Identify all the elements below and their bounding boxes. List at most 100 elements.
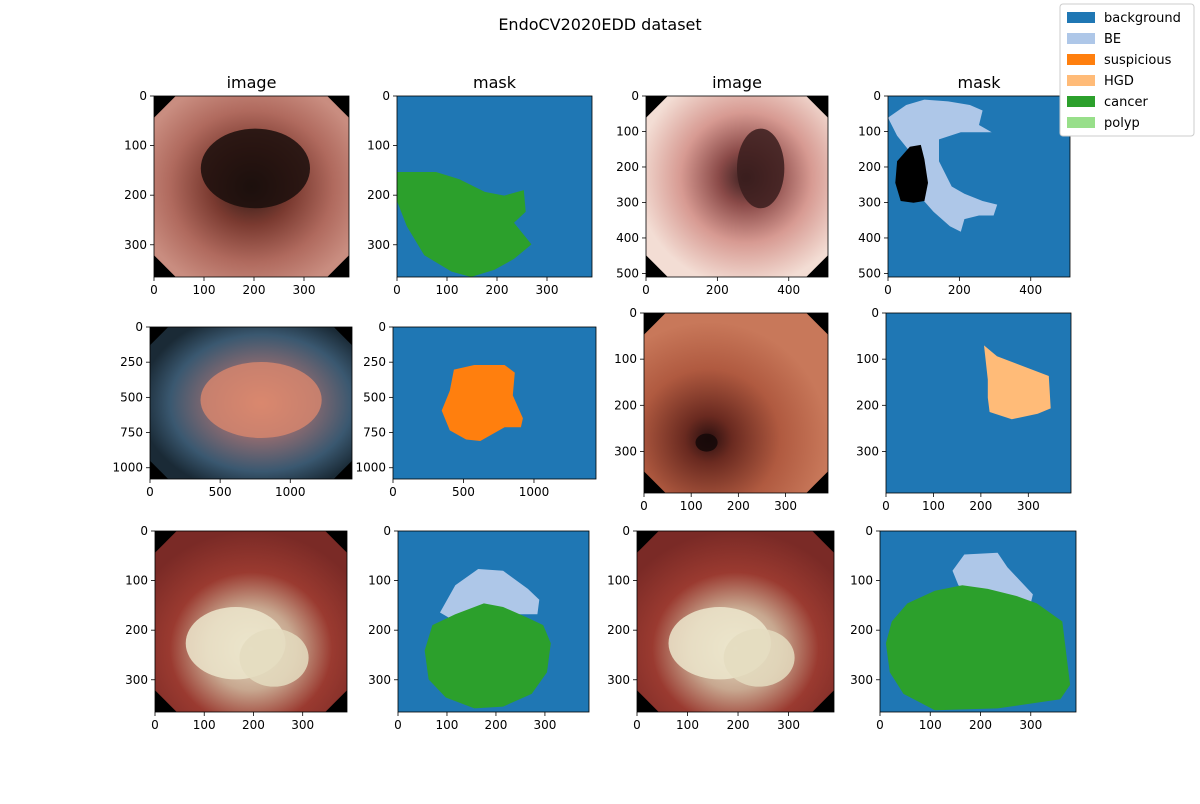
mask-region-be: [888, 99, 998, 232]
image-panel: 0 100 200 300 0 100 200 300: [614, 306, 829, 513]
axes-frame: [885, 312, 1072, 494]
y-tick-label: 200: [368, 623, 391, 637]
y-tick-label: 250: [120, 355, 143, 369]
axes-frame: [879, 530, 1077, 713]
subplot-title: mask: [473, 73, 517, 92]
y-tick-label: 100: [614, 352, 637, 366]
legend-swatch: [1067, 54, 1095, 65]
y-tick-label: 0: [139, 89, 147, 103]
y-tick-label: 1000: [112, 461, 143, 475]
legend-label: suspicious: [1104, 53, 1172, 68]
y-tick-label: 400: [858, 231, 881, 245]
y-tick-label: 100: [850, 574, 873, 588]
axes-frame: [645, 95, 829, 278]
x-tick-label: 100: [193, 283, 216, 297]
y-tick-label: 100: [124, 139, 147, 153]
x-tick-label: 200: [969, 499, 992, 513]
y-tick-label: 200: [616, 160, 639, 174]
x-tick-label: 100: [680, 499, 703, 513]
y-tick-label: 100: [616, 124, 639, 138]
y-tick-label: 500: [616, 266, 639, 280]
y-tick-label: 100: [607, 574, 630, 588]
legend-swatch: [1067, 96, 1095, 107]
x-tick-label: 0: [884, 283, 892, 297]
subplot-title: image: [227, 73, 277, 92]
y-tick-label: 0: [622, 524, 630, 538]
y-tick-label: 0: [378, 320, 386, 334]
y-tick-label: 200: [614, 398, 637, 412]
y-tick-label: 750: [120, 426, 143, 440]
x-tick-label: 100: [193, 718, 216, 732]
legend: background BE suspicious HGD cancer polyp: [1059, 3, 1195, 137]
axes-frame: [149, 326, 353, 480]
subplot-title: image: [712, 73, 762, 92]
axes-frame: [392, 326, 597, 480]
y-tick-label: 200: [124, 188, 147, 202]
tumor-area: [239, 628, 309, 687]
image-panel: 0 100 200 300 0 100 200 300: [125, 524, 348, 732]
y-tick-label: 0: [140, 524, 148, 538]
x-tick-label: 0: [146, 485, 154, 499]
x-tick-label: 200: [969, 718, 992, 732]
legend-swatch: [1067, 12, 1095, 23]
y-tick-label: 300: [125, 673, 148, 687]
mask-region-cancer: [885, 585, 1071, 711]
lumen-shadow: [737, 128, 785, 209]
y-tick-label: 200: [850, 623, 873, 637]
x-tick-label: 0: [633, 718, 641, 732]
x-tick-label: 0: [389, 485, 397, 499]
x-tick-label: 100: [676, 718, 699, 732]
y-tick-label: 300: [858, 195, 881, 209]
x-tick-label: 0: [642, 283, 650, 297]
y-tick-label: 200: [607, 623, 630, 637]
lumen-shadow: [200, 128, 310, 209]
mask-region-cancer: [397, 172, 532, 277]
axes-frame: [636, 530, 835, 713]
x-tick-label: 0: [640, 499, 648, 513]
mask-panel: 0 100 200 300 0 100 200 300: [850, 524, 1077, 732]
y-tick-label: 100: [858, 124, 881, 138]
mask-region-hgd: [984, 345, 1051, 420]
x-tick-label: 300: [293, 283, 316, 297]
legend-label: BE: [1104, 32, 1121, 47]
y-tick-label: 200: [125, 623, 148, 637]
y-tick-label: 0: [631, 89, 639, 103]
y-tick-label: 300: [850, 673, 873, 687]
x-tick-label: 500: [452, 485, 475, 499]
mask-panel: 0 200 400 0 100 200 300 400 500 mask: [858, 73, 1071, 297]
y-tick-label: 0: [871, 306, 879, 320]
x-tick-label: 500: [209, 485, 232, 499]
y-tick-label: 1000: [355, 461, 386, 475]
y-tick-label: 300: [616, 195, 639, 209]
axes-frame: [153, 95, 350, 278]
mask-region-suspicious: [441, 365, 523, 441]
x-tick-label: 200: [486, 283, 509, 297]
y-tick-label: 300: [614, 444, 637, 458]
y-tick-label: 100: [856, 352, 879, 366]
x-tick-label: 1000: [275, 485, 306, 499]
axes-frame: [154, 530, 348, 713]
y-tick-label: 200: [858, 160, 881, 174]
x-tick-label: 300: [291, 718, 314, 732]
endoscopic-image: [646, 96, 828, 277]
image-panel: 0 100 200 300 0 100 200 300: [607, 524, 835, 732]
y-tick-label: 0: [629, 306, 637, 320]
x-tick-label: 200: [242, 718, 265, 732]
x-tick-label: 0: [151, 718, 159, 732]
lumen-shadow: [695, 433, 718, 452]
legend-label: background: [1104, 11, 1181, 26]
x-tick-label: 0: [150, 283, 158, 297]
endoscopic-image: [644, 313, 828, 493]
y-tick-label: 300: [124, 238, 147, 252]
legend-swatch: [1067, 33, 1095, 44]
y-tick-label: 250: [363, 355, 386, 369]
x-tick-label: 400: [1019, 283, 1042, 297]
legend-swatch: [1067, 75, 1095, 86]
x-tick-label: 400: [777, 283, 800, 297]
y-tick-label: 500: [363, 390, 386, 404]
axes-frame: [887, 95, 1071, 278]
y-tick-label: 300: [856, 444, 879, 458]
mask-panel: 0 100 200 300 0 100 200 300: [856, 306, 1072, 513]
